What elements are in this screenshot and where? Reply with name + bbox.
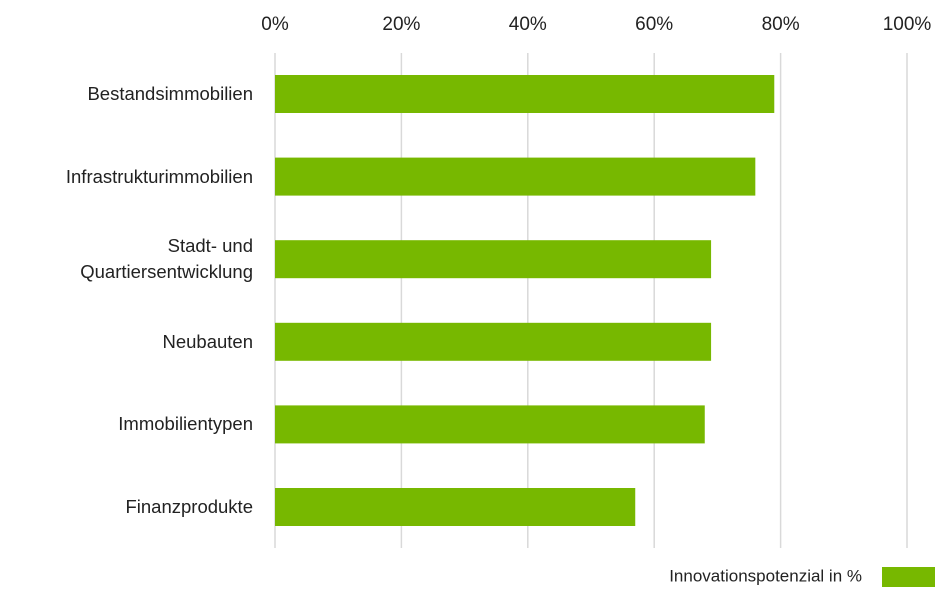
legend-label: Innovationspotenzial in % [669, 566, 862, 585]
x-tick-label: 20% [382, 14, 420, 35]
y-tick-label: Bestandsimmobilien [87, 83, 253, 104]
y-tick-label: Immobilientypen [118, 413, 253, 435]
y-tick-label: Stadt- und Quartiersentwicklung [80, 235, 253, 283]
y-tick-label: Finanzprodukte [125, 496, 253, 517]
bar [275, 405, 705, 444]
bar [275, 322, 712, 361]
y-tick-label: Neubauten [162, 330, 253, 352]
bar [275, 240, 712, 279]
x-tick-label: 100% [883, 14, 932, 35]
x-tick-label: 80% [762, 14, 800, 35]
bar [275, 157, 756, 196]
x-tick-label: 0% [261, 14, 289, 35]
y-tick-label: Infrastrukturimmobilien [65, 165, 253, 187]
x-tick-label: 40% [509, 14, 547, 35]
bar [275, 75, 775, 113]
x-tick-label: 60% [635, 14, 673, 35]
bar [275, 488, 636, 526]
legend-swatch [882, 567, 935, 587]
